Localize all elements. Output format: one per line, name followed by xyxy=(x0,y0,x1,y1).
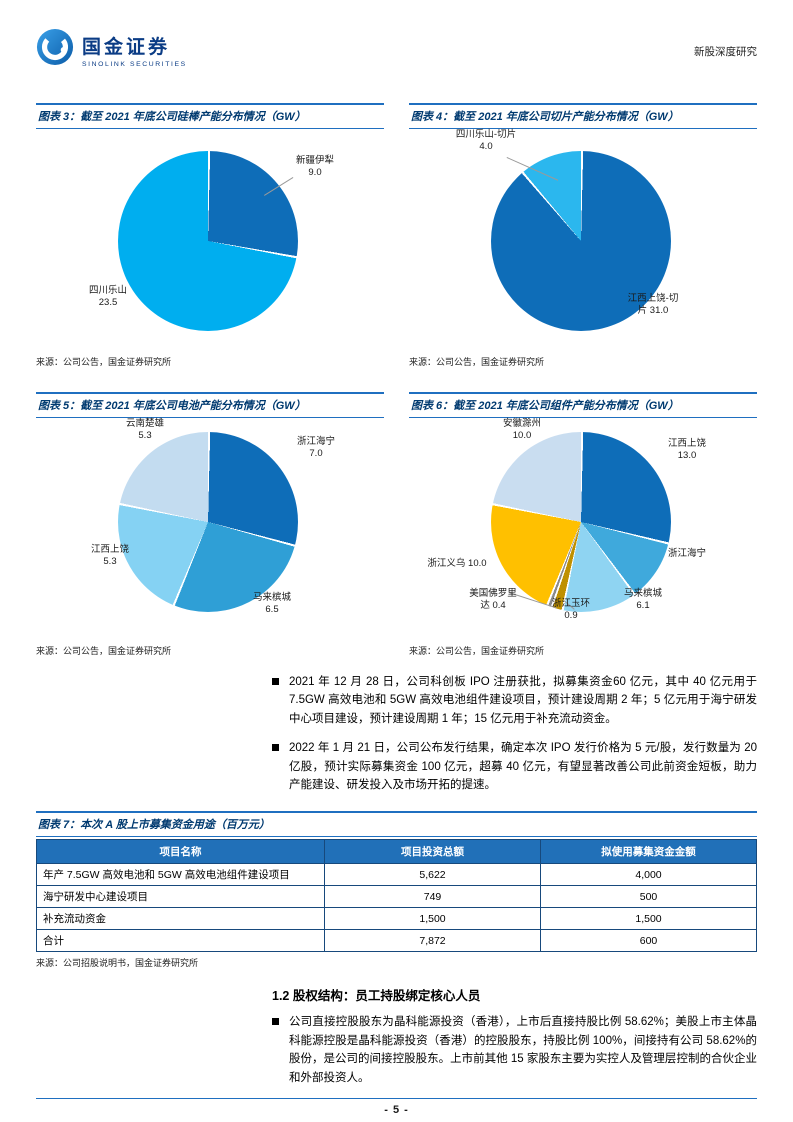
figure-7-title: 图表 7：本次 A 股上市募集资金用途（百万元） xyxy=(36,811,757,838)
charts-grid: 图表 3：截至 2021 年底公司硅棒产能分布情况（GW） 新疆伊犁 9.0 四… xyxy=(36,103,757,657)
page-footer: - 5 - 敬请参阅最后一页特别声明 xyxy=(36,1097,757,1122)
page-header: 国金证券 SINOLINK SECURITIES 新股深度研究 xyxy=(36,0,757,81)
figure-7: 图表 7：本次 A 股上市募集资金用途（百万元） 项目名称 项目投资总额 拟使用… xyxy=(36,811,757,969)
table-cell: 海宁研发中心建设项目 xyxy=(36,885,325,909)
wafer-pie xyxy=(491,151,671,331)
figure-4-chart: 四川乐山-切片 4.0 江西上饶-切 片 31.0 xyxy=(409,129,757,351)
pie-label: 美国佛罗里 达 0.4 xyxy=(469,588,517,612)
table-cell: 1,500 xyxy=(540,907,757,931)
bullet-list: 2021 年 12 月 28 日，公司科创板 IPO 注册获批，拟募集资金60 … xyxy=(272,673,757,805)
table-cell: 年产 7.5GW 高效电池和 5GW 高效电池组件建设项目 xyxy=(36,863,325,887)
pie-label: 四川乐山 23.5 xyxy=(88,285,127,309)
figure-4: 图表 4：截至 2021 年底公司切片产能分布情况（GW） 四川乐山-切片 4.… xyxy=(409,103,757,368)
figure-6-source: 来源：公司公告，国金证券研究所 xyxy=(409,646,545,656)
fundraising-table: 项目名称 项目投资总额 拟使用募集资金金额 年产 7.5GW 高效电池和 5GW… xyxy=(36,839,757,953)
bullet-item: 2021 年 12 月 28 日，公司科创板 IPO 注册获批，拟募集资金60 … xyxy=(272,673,757,728)
section-heading: 1.2 股权结构：员工持股绑定核心人员 xyxy=(272,989,481,1004)
figure-6-title: 图表 6：截至 2021 年底公司组件产能分布情况（GW） xyxy=(409,392,757,418)
figure-7-source: 来源：公司招股说明书，国金证券研究所 xyxy=(36,958,199,969)
pie-label: 江西上饶 5.3 xyxy=(90,544,129,568)
bullet-item: 2022 年 1 月 21 日，公司公布发行结果，确定本次 IPO 发行价格为 … xyxy=(272,739,757,794)
table-cell: 4,000 xyxy=(540,863,757,887)
table-header-cell: 拟使用募集资金金额 xyxy=(540,839,757,865)
table-cell: 7,872 xyxy=(324,929,541,953)
table-row: 合计 7,872 600 xyxy=(36,929,757,953)
figure-3-source: 来源：公司公告，国金证券研究所 xyxy=(36,357,172,367)
silicon-rod-pie xyxy=(118,151,298,331)
pie-label: 浙江义乌 10.0 xyxy=(427,558,487,569)
brand-block: 国金证券 SINOLINK SECURITIES xyxy=(36,28,187,71)
figure-3: 图表 3：截至 2021 年底公司硅棒产能分布情况（GW） 新疆伊犁 9.0 四… xyxy=(36,103,384,368)
table-cell: 500 xyxy=(540,885,757,909)
figure-3-chart: 新疆伊犁 9.0 四川乐山 23.5 xyxy=(36,129,384,351)
brand-subtitle: SINOLINK SECURITIES xyxy=(82,60,187,68)
bullet-text: 2022 年 1 月 21 日，公司公布发行结果，确定本次 IPO 发行价格为 … xyxy=(289,742,757,791)
section-bullets: 公司直接控股股东为晶科能源投资（香港），上市后直接持股比例 58.62%；美股上… xyxy=(272,1013,757,1098)
figure-5-title: 图表 5：截至 2021 年底公司电池产能分布情况（GW） xyxy=(36,392,384,418)
table-cell: 1,500 xyxy=(324,907,541,931)
table-row: 补充流动资金 1,500 1,500 xyxy=(36,907,757,931)
pie-label: 云南楚雄 5.3 xyxy=(125,418,164,442)
pie-label: 江西上饶-切 片 31.0 xyxy=(627,293,679,317)
table-row: 年产 7.5GW 高效电池和 5GW 高效电池组件建设项目 5,622 4,00… xyxy=(36,863,757,887)
pie-label: 马来槟城 6.1 xyxy=(623,588,662,612)
pie-label: 安徽滁州 10.0 xyxy=(502,418,541,442)
table-cell: 补充流动资金 xyxy=(36,907,325,931)
pie-label: 马来槟城 6.5 xyxy=(252,592,291,616)
table-row: 海宁研发中心建设项目 749 500 xyxy=(36,885,757,909)
table-header-cell: 项目名称 xyxy=(36,839,325,865)
figure-6-chart: 安徽滁州 10.0 江西上饶 13.0 浙江海宁 马来槟城 6.1 浙江玉环 0… xyxy=(409,418,757,640)
figure-3-title: 图表 3：截至 2021 年底公司硅棒产能分布情况（GW） xyxy=(36,103,384,129)
pie-label: 浙江玉环 0.9 xyxy=(551,598,590,622)
table-cell: 600 xyxy=(540,929,757,953)
table-cell: 5,622 xyxy=(324,863,541,887)
figure-4-source: 来源：公司公告，国金证券研究所 xyxy=(409,357,545,367)
table-cell: 合计 xyxy=(36,929,325,953)
figure-6: 图表 6：截至 2021 年底公司组件产能分布情况（GW） 安徽滁州 10.0 … xyxy=(409,392,757,657)
bullet-marker-icon xyxy=(272,744,279,752)
module-capacity-pie xyxy=(491,432,671,612)
table-cell: 749 xyxy=(324,885,541,909)
bullet-marker-icon xyxy=(272,678,279,685)
brand-text: 国金证券 SINOLINK SECURITIES xyxy=(82,32,187,68)
page-number: - 5 - xyxy=(384,1103,409,1116)
figure-5-chart: 云南楚雄 5.3 浙江海宁 7.0 江西上饶 5.3 马来槟城 6.5 xyxy=(36,418,384,640)
pie-label: 浙江海宁 7.0 xyxy=(296,436,335,460)
cell-capacity-pie xyxy=(118,432,298,612)
figure-4-title: 图表 4：截至 2021 年底公司切片产能分布情况（GW） xyxy=(409,103,757,129)
pie-label: 浙江海宁 xyxy=(667,548,706,559)
pie-label: 江西上饶 13.0 xyxy=(667,438,706,462)
pie-label: 四川乐山-切片 4.0 xyxy=(455,129,517,153)
bullet-item: 公司直接控股股东为晶科能源投资（香港），上市后直接持股比例 58.62%；美股上… xyxy=(272,1013,757,1087)
table-header-cell: 项目投资总额 xyxy=(324,839,541,865)
table-header-row: 项目名称 项目投资总额 拟使用募集资金金额 xyxy=(36,839,757,865)
pie-label: 新疆伊犁 9.0 xyxy=(295,155,334,179)
bullet-text: 公司直接控股股东为晶科能源投资（香港），上市后直接持股比例 58.62%；美股上… xyxy=(289,1016,757,1084)
figure-5: 图表 5：截至 2021 年底公司电池产能分布情况（GW） 云南楚雄 5.3 浙… xyxy=(36,392,384,657)
report-type-label: 新股深度研究 xyxy=(694,46,757,58)
figure-5-source: 来源：公司公告，国金证券研究所 xyxy=(36,646,172,656)
sinolink-logo-icon xyxy=(36,28,74,71)
brand-name: 国金证券 xyxy=(82,36,171,58)
bullet-marker-icon xyxy=(272,1018,279,1026)
bullet-text: 2021 年 12 月 28 日，公司科创板 IPO 注册获批，拟募集资金60 … xyxy=(289,676,757,725)
